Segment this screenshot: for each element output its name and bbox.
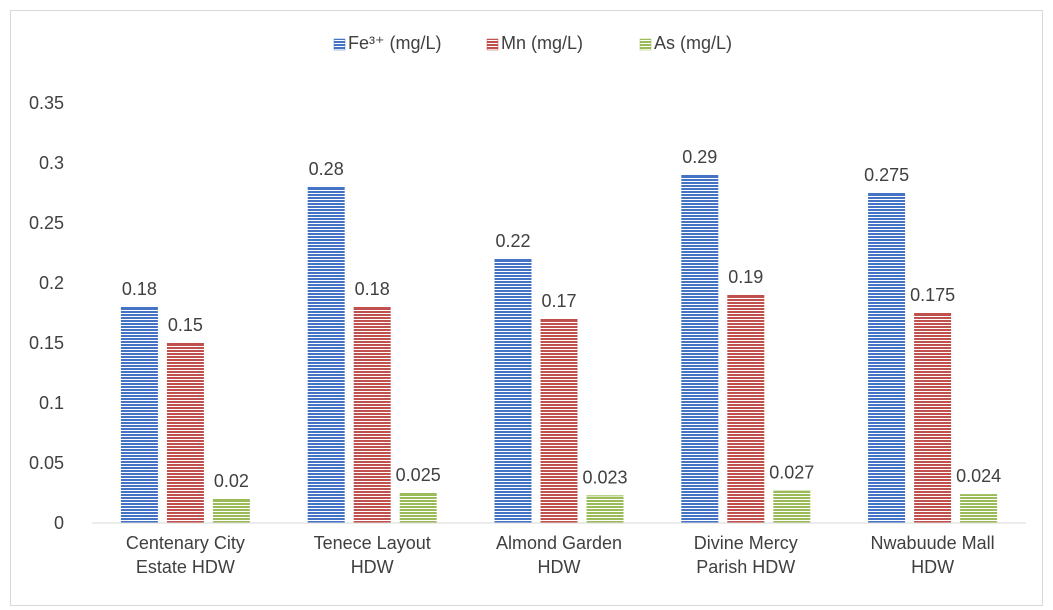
- legend-item: Fe³⁺ (mg/L): [333, 33, 442, 53]
- data-label: 0.19: [728, 267, 763, 287]
- data-label: 0.15: [168, 315, 203, 335]
- data-label: 0.275: [864, 165, 909, 185]
- bar: [773, 490, 811, 523]
- x-tick-label: Nwabuude Mall HDW: [871, 533, 995, 577]
- bar: [586, 495, 624, 523]
- x-tick-label: Tenece Layout HDW: [314, 533, 431, 577]
- y-tick-label: 0.3: [39, 153, 64, 173]
- x-tick-label: Almond Garden HDW: [496, 533, 622, 577]
- bar: [399, 493, 437, 523]
- y-tick-label: 0.2: [39, 273, 64, 293]
- bars: [120, 175, 998, 523]
- y-axis: 0 0.05 0.1 0.15 0.2 0.25 0.3 0.35: [29, 93, 64, 533]
- bar: [868, 193, 906, 523]
- legend-swatch: [639, 38, 652, 51]
- data-label: 0.29: [682, 147, 717, 167]
- y-tick-label: 0.05: [29, 453, 64, 473]
- x-tick-label: Divine Mercy Parish HDW: [694, 533, 798, 577]
- x-axis: Centenary City Estate HDW Tenece Layout HDW…: [92, 522, 1026, 577]
- legend-item: Mn (mg/L): [486, 33, 583, 53]
- legend-label: Mn (mg/L): [501, 33, 583, 53]
- legend: Fe³⁺ (mg/L) Mn (mg/L) As (mg/L): [333, 33, 732, 53]
- legend-swatch: [333, 38, 346, 51]
- data-label: 0.02: [214, 471, 249, 491]
- data-label: 0.175: [910, 285, 955, 305]
- y-tick-label: 0: [54, 513, 64, 533]
- legend-label: Fe³⁺ (mg/L): [348, 33, 442, 53]
- y-tick-label: 0.25: [29, 213, 64, 233]
- data-labels: 0.18 0.15 0.02 0.28 0.18 0.025 0.22 0.17 0.023 0.…: [122, 147, 1001, 491]
- data-label: 0.18: [122, 279, 157, 299]
- chart-svg: Fe³⁺ (mg/L) Mn (mg/L) As (mg/L) 0 0.05 0.1 0.…: [29, 33, 1026, 577]
- y-tick-label: 0.15: [29, 333, 64, 353]
- bar: [727, 295, 765, 523]
- data-label: 0.027: [769, 463, 814, 483]
- data-label: 0.28: [309, 159, 344, 179]
- data-label: 0.17: [541, 291, 576, 311]
- bar: [681, 175, 719, 523]
- y-tick-label: 0.35: [29, 93, 64, 113]
- legend-item: As (mg/L): [639, 33, 732, 53]
- data-label: 0.22: [495, 231, 530, 251]
- legend-label: As (mg/L): [654, 33, 732, 53]
- x-tick-label: Centenary City Estate HDW: [126, 533, 245, 577]
- data-label: 0.025: [396, 465, 441, 485]
- bar: [494, 259, 532, 523]
- y-tick-label: 0.1: [39, 393, 64, 413]
- bar: [540, 319, 578, 523]
- bar: [212, 499, 250, 523]
- bar: [914, 313, 952, 523]
- bar: [307, 187, 345, 523]
- bar: [166, 343, 204, 523]
- chart-container: Fe³⁺ (mg/L) Mn (mg/L) As (mg/L) 0 0.05 0.1 0.…: [10, 10, 1043, 606]
- data-label: 0.18: [355, 279, 390, 299]
- bar: [960, 494, 998, 523]
- bar: [353, 307, 391, 523]
- data-label: 0.023: [582, 467, 627, 487]
- data-label: 0.024: [956, 466, 1001, 486]
- bar: [120, 307, 158, 523]
- legend-swatch: [486, 38, 499, 51]
